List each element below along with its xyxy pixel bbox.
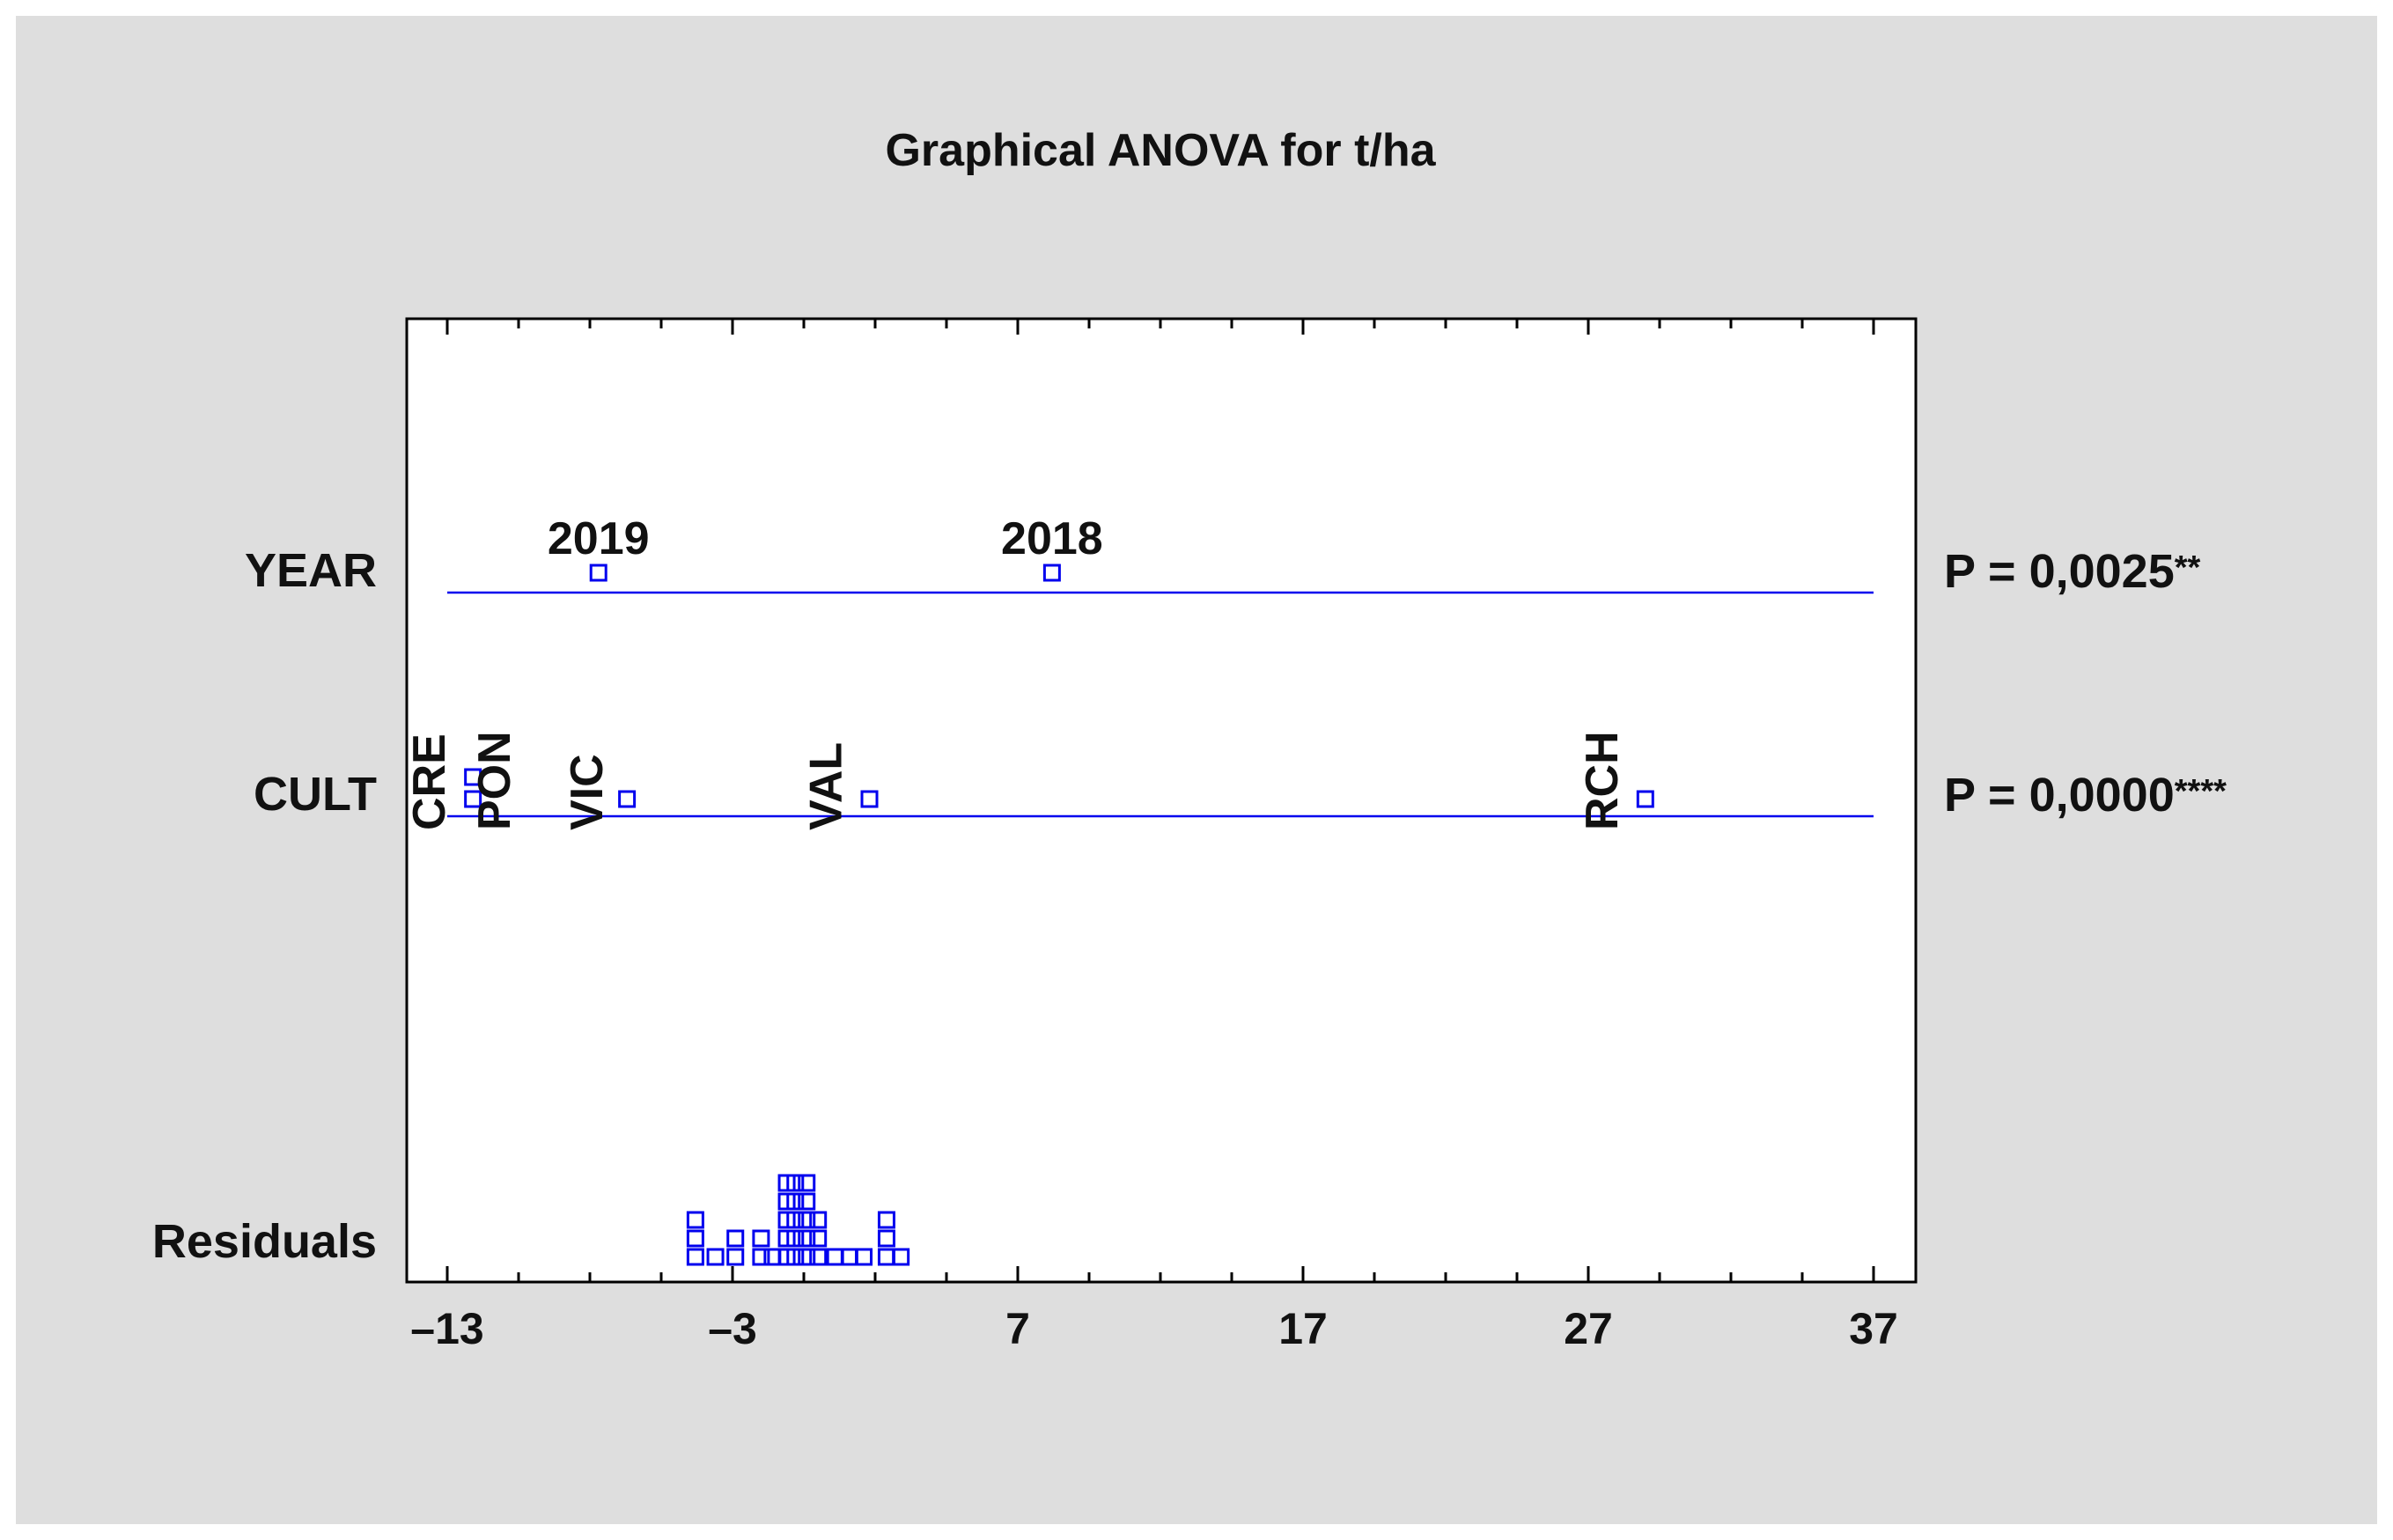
residual-marker [786,1248,805,1266]
x-tick-label: –13 [410,1304,483,1353]
x-axis-tick-labels: –13 –3 7 17 27 37 [410,1304,1898,1353]
level-marker [1636,790,1654,808]
residual-marker [726,1248,745,1266]
residual-marker [809,1211,828,1229]
level-marker [860,790,879,808]
residual-marker [686,1248,704,1266]
residual-marker [798,1174,816,1192]
level-label: 2019 [548,513,650,564]
residual-marker [892,1248,910,1266]
residual-marker [877,1229,895,1248]
plot-area [405,317,1918,1284]
level-label: VIC [562,754,613,830]
level-label: PON [469,731,520,830]
residual-marker [877,1211,895,1229]
level-label: 2018 [1001,513,1103,564]
level-label: CRE [404,733,455,830]
factor-rows: YEAR P = 0,0025** 2019 2018 CULT P = 0,0000**… [245,513,2227,830]
level-marker [464,790,482,808]
residuals-label: Residuals [152,1215,377,1268]
residual-marker [798,1248,816,1266]
residual-marker [809,1248,828,1266]
factor-row-year: YEAR P = 0,0025** 2019 2018 [245,513,2201,598]
residuals-group: Residuals [152,1174,910,1268]
residual-marker [752,1248,770,1266]
residual-marker [752,1229,770,1248]
residual-marker [706,1248,725,1266]
x-tick-label: –3 [708,1304,757,1353]
x-tick-label: 37 [1849,1304,1898,1353]
residual-marker [798,1211,816,1229]
residual-marker [786,1192,805,1211]
residual-marker [809,1229,828,1248]
residual-marker [726,1229,745,1248]
residual-marker [855,1248,873,1266]
p-value-text: P = 0,0000**** [1944,769,2227,822]
residual-marker [786,1229,805,1248]
level-marker [464,768,482,786]
x-tick-label: 27 [1564,1304,1613,1353]
residual-marker [786,1211,805,1229]
p-value-text: P = 0,0025** [1944,545,2201,598]
residual-marker [686,1229,704,1248]
level-marker [618,790,637,808]
residual-marker [786,1174,805,1192]
row-label: YEAR [245,544,377,597]
axis-ticks [445,319,1875,1282]
x-tick-label: 7 [1005,1304,1030,1353]
chart-title: Graphical ANOVA for t/ha [885,125,1436,176]
level-marker [589,564,607,582]
level-label: RCH [1577,731,1628,830]
residual-marker [798,1192,816,1211]
x-tick-label: 17 [1278,1304,1328,1353]
level-marker [1042,564,1061,582]
residual-marker [686,1211,704,1229]
residual-marker [798,1229,816,1248]
level-label: VAL [801,742,852,830]
row-label: CULT [254,768,377,821]
factor-row-cult: CULT P = 0,0000**** CRE PON VIC VAL RCH [254,731,2227,830]
